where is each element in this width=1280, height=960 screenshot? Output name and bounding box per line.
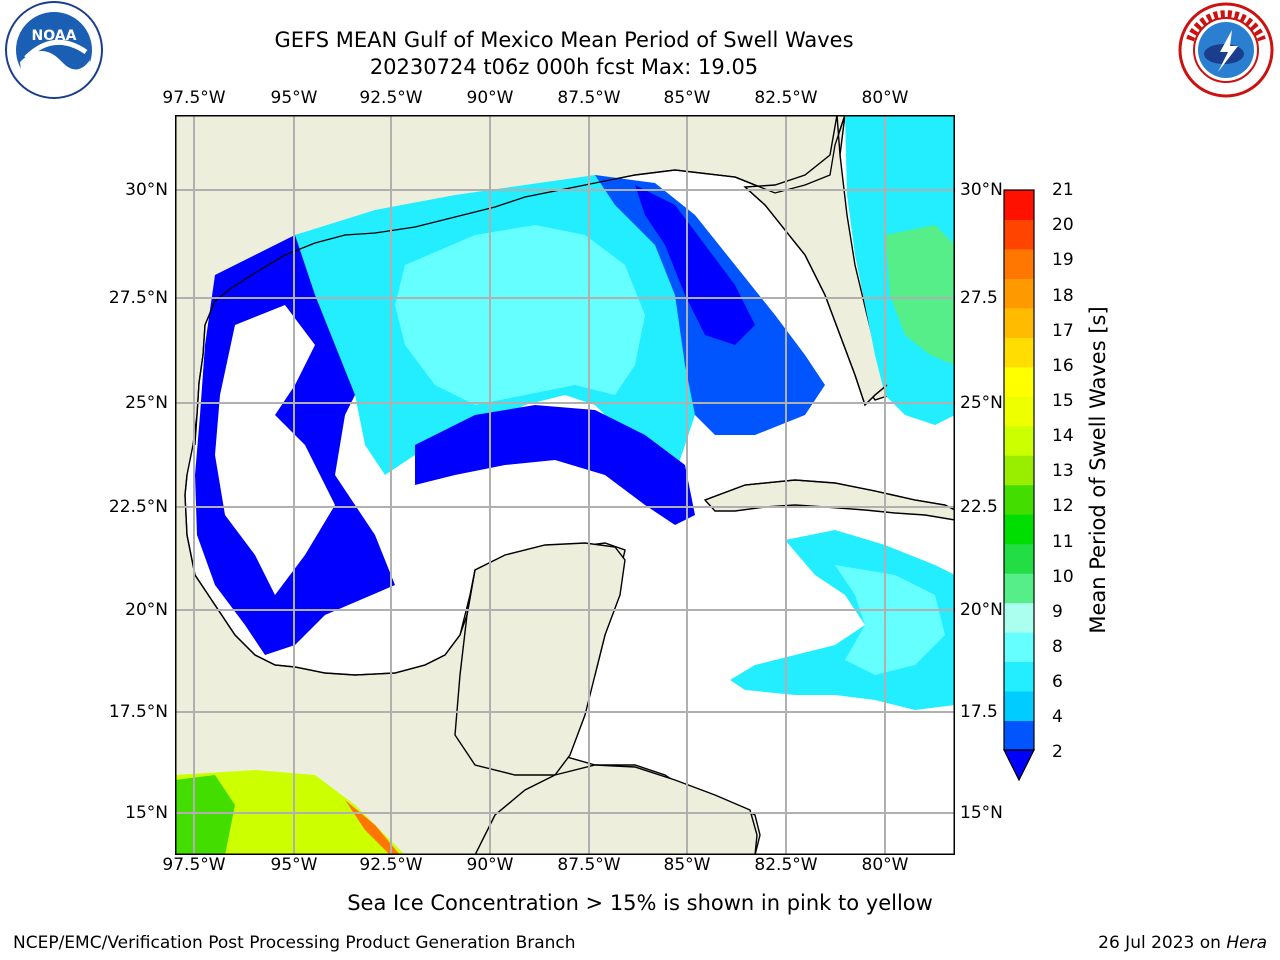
graticule [175, 115, 955, 855]
lat-label-left: 30°N [125, 180, 168, 200]
colorbar-tick-label: 4 [1052, 707, 1063, 727]
swell-region-white-west [215, 305, 335, 595]
lon-label-bottom: 87.5°W [557, 855, 621, 875]
colorbar-segment [1004, 543, 1034, 574]
colorbar-tick-label: 20 [1052, 215, 1074, 235]
lon-label-bottom: 95°W [270, 855, 318, 875]
lon-label-top: 85°W [663, 88, 711, 108]
sea-ice-note-text: Sea Ice Concentration > 15% is shown in … [347, 891, 933, 915]
footer-date: 26 Jul 2023 on Hera [1098, 933, 1267, 953]
lat-label-right: 17.5 [960, 702, 998, 722]
colorbar-segment [1004, 691, 1034, 722]
lat-label-left: 20°N [125, 600, 168, 620]
swell-region-darkblue-east [635, 185, 755, 345]
lon-label-top: 80°W [861, 88, 909, 108]
swell-region-blue-south [415, 405, 695, 525]
colorbar-segment [1004, 366, 1034, 397]
lat-label-left: 17.5°N [108, 702, 168, 722]
lon-label-top: 92.5°W [359, 88, 423, 108]
colorbar-segment [1004, 514, 1034, 545]
lon-label-bottom: 97.5°W [162, 855, 226, 875]
swell-region-caribbean-light [835, 565, 945, 675]
lat-label-right: 25°N [960, 393, 1003, 413]
colorbar-tick-label: 8 [1052, 637, 1063, 657]
map-frame [175, 115, 955, 855]
colorbar-segment [1004, 337, 1034, 368]
lat-label-right: 15°N [960, 803, 1003, 823]
lon-label-top: 95°W [270, 88, 318, 108]
colorbar-tick-label: 14 [1052, 426, 1074, 446]
colorbar [1003, 189, 1035, 782]
swell-field [175, 115, 955, 855]
lon-label-bottom: 80°W [861, 855, 909, 875]
colorbar-segment [1004, 278, 1034, 309]
footer-host: Hera [1226, 933, 1267, 953]
colorbar-segment [1004, 396, 1034, 427]
colorbar-tick-label: 16 [1052, 356, 1074, 376]
colorbar-segment [1004, 484, 1034, 515]
colorbar-segment [1004, 307, 1034, 338]
lon-label-top: 82.5°W [754, 88, 818, 108]
noaa-logo: NOAA [5, 1, 103, 99]
colorbar-tick-label: 2 [1052, 742, 1063, 762]
swell-region-lightcyan-central [395, 225, 645, 405]
lat-label-left: 27.5°N [108, 288, 168, 308]
colorbar-tick-label: 11 [1052, 532, 1074, 552]
colorbar-segment [1004, 190, 1034, 220]
colorbar-segment [1004, 632, 1034, 663]
colorbar-title: Mean Period of Swell Waves [s] [1086, 306, 1110, 634]
colorbar-tick-label: 12 [1052, 496, 1074, 516]
lon-label-top: 90°W [466, 88, 514, 108]
colorbar-tick-label: 21 [1052, 180, 1074, 200]
colorbar-tick-label: 6 [1052, 672, 1063, 692]
map-title-line2: 20230724 t06z 000h fcst Max: 19.05 [369, 55, 759, 79]
lat-label-right: 30°N [960, 180, 1003, 200]
footer-date-text: 26 Jul 2023 on [1098, 933, 1227, 953]
footer-credit: NCEP/EMC/Verification Post Processing Pr… [13, 933, 576, 953]
nws-logo [1178, 2, 1274, 98]
lon-label-bottom: 92.5°W [359, 855, 423, 875]
map-title-line1: GEFS MEAN Gulf of Mexico Mean Period of … [274, 28, 854, 52]
colorbar-tick-label: 17 [1052, 321, 1074, 341]
colorbar-frame [1003, 189, 1035, 751]
lat-label-left: 25°N [125, 393, 168, 413]
colorbar-segment [1004, 219, 1034, 250]
lon-label-top: 87.5°W [557, 88, 621, 108]
colorbar-tick-label: 10 [1052, 567, 1074, 587]
colorbar-tick-label: 13 [1052, 461, 1074, 481]
svg-text:NOAA: NOAA [32, 28, 77, 44]
colorbar-segment [1004, 248, 1034, 279]
colorbar-segment [1004, 455, 1034, 486]
colorbar-tick-label: 9 [1052, 602, 1063, 622]
sea-ice-note: Sea Ice Concentration > 15% is shown in … [0, 891, 1280, 915]
colorbar-tick-label: 19 [1052, 250, 1074, 270]
lat-label-left: 22.5°N [108, 497, 168, 517]
colorbar-tick-label: 15 [1052, 391, 1074, 411]
colorbar-segment [1004, 425, 1034, 456]
lat-label-right: 27.5 [960, 288, 998, 308]
lat-label-right: 20°N [960, 600, 1003, 620]
swell-region-atlantic-green [885, 225, 955, 365]
colorbar-segment [1004, 602, 1034, 633]
lon-label-bottom: 82.5°W [754, 855, 818, 875]
swell-region-pacific-green [175, 775, 235, 855]
lat-label-right: 22.5 [960, 497, 998, 517]
colorbar-segment [1004, 720, 1034, 751]
map-plot [175, 115, 955, 855]
lat-label-left: 15°N [125, 803, 168, 823]
lon-label-top: 97.5°W [162, 88, 226, 108]
lon-label-bottom: 85°W [663, 855, 711, 875]
colorbar-tick-label: 18 [1052, 286, 1074, 306]
colorbar-segment [1004, 573, 1034, 604]
lon-label-bottom: 90°W [466, 855, 514, 875]
colorbar-extend-triangle [1003, 749, 1035, 782]
colorbar-segment [1004, 661, 1034, 692]
